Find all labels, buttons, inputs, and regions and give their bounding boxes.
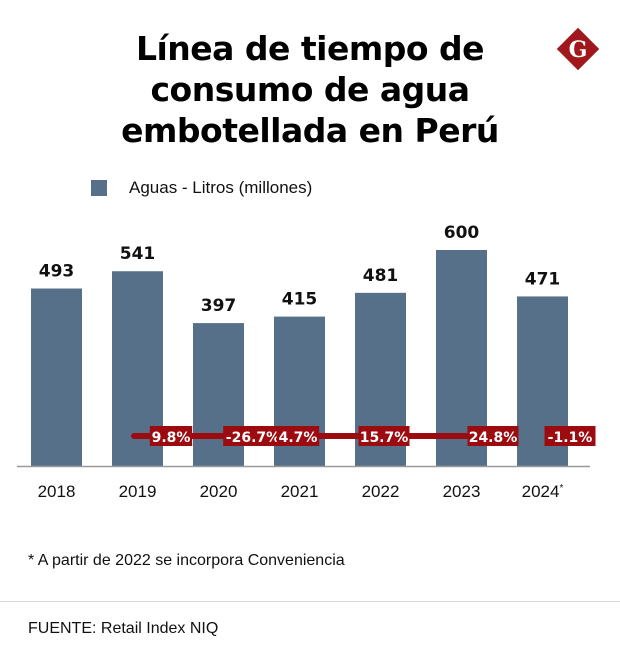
change-badge xyxy=(544,426,596,446)
change-badge xyxy=(358,426,410,446)
change-badge xyxy=(223,426,283,446)
data-label: 471 xyxy=(525,269,561,289)
change-badge xyxy=(467,426,519,446)
data-label: 415 xyxy=(282,290,318,310)
brand-logo-icon: G xyxy=(556,27,600,71)
data-label: 541 xyxy=(120,244,156,264)
chart-legend: Aguas - Litros (millones) xyxy=(91,178,312,198)
legend-swatch xyxy=(91,180,107,196)
legend-label: Aguas - Litros (millones) xyxy=(129,178,313,197)
bar-chart: 493 2018 541 2019 397 2020 415 2021 481 2022 600 20… xyxy=(17,223,596,501)
divider xyxy=(0,601,620,602)
data-label: 600 xyxy=(444,223,480,243)
change-label: -26.7% xyxy=(226,430,280,446)
change-label: 24.8% xyxy=(469,430,518,446)
change-label: 9.8% xyxy=(152,430,191,446)
x-tick-label: 2022 xyxy=(362,482,400,501)
logo-letter: G xyxy=(569,37,588,63)
change-badge xyxy=(149,426,193,446)
x-tick-label: 2024* xyxy=(522,482,564,501)
change-label: -1.1% xyxy=(548,430,593,446)
data-label: 481 xyxy=(363,266,399,286)
title-line-2: consumo de agua xyxy=(150,70,470,109)
change-label: 15.7% xyxy=(360,430,409,446)
bar-2018 xyxy=(31,288,82,466)
data-label: 397 xyxy=(201,296,237,316)
change-badge xyxy=(276,426,320,446)
x-tick-label: 2023 xyxy=(443,482,481,501)
x-tick-label: 2019 xyxy=(119,482,157,501)
data-label: 493 xyxy=(39,262,75,282)
chart-title: Línea de tiempo de consumo de agua embot… xyxy=(0,28,620,151)
x-tick-label: 2020 xyxy=(200,482,238,501)
x-tick-label: 2018 xyxy=(38,482,76,501)
change-label: 4.7% xyxy=(279,430,318,446)
title-line-3: embotellada en Perú xyxy=(121,111,499,150)
footnote: * A partir de 2022 se incorpora Convenie… xyxy=(28,552,345,569)
source-note: FUENTE: Retail Index NIQ xyxy=(28,620,219,637)
x-tick-label: 2021 xyxy=(281,482,319,501)
title-line-1: Línea de tiempo de xyxy=(135,29,485,68)
